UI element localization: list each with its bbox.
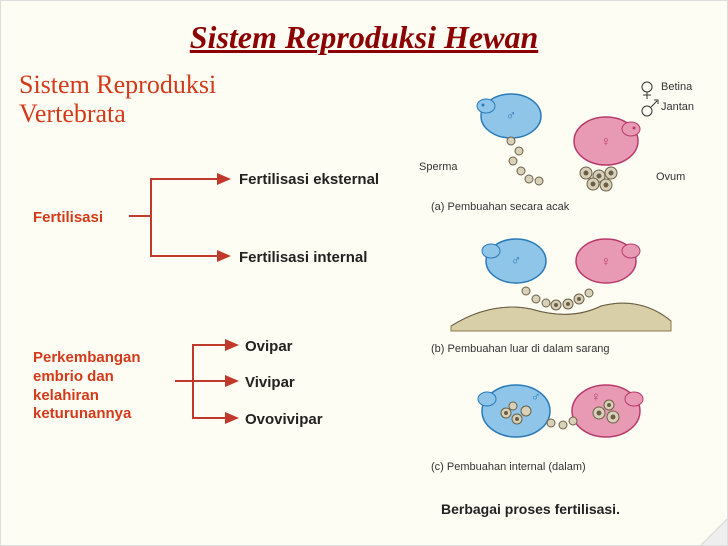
label-sperma: Sperma: [419, 161, 458, 173]
tree1-branch2: Fertilisasi internal: [239, 249, 367, 266]
svg-text:♂: ♂: [511, 254, 522, 269]
tree2-branch1: Ovipar: [245, 338, 293, 355]
svg-text:♂: ♂: [531, 389, 541, 404]
subtitle: Sistem Reproduksi Vertebrata: [19, 71, 216, 128]
tree1-root: Fertilisasi: [33, 209, 103, 226]
panel-b: ♂ ♀: [451, 239, 671, 331]
legend-male: Jantan: [661, 101, 694, 113]
caption-b: (b) Pembuahan luar di dalam sarang: [431, 343, 610, 355]
tree2-branch2: Vivipar: [245, 374, 295, 391]
caption-a: (a) Pembuahan secara acak: [431, 201, 569, 213]
panel-a: ♂ ♀: [477, 94, 640, 191]
figure-caption: Berbagai proses fertilisasi.: [441, 501, 620, 517]
tree2-branch3: Ovovivipar: [245, 411, 323, 428]
svg-text:♀: ♀: [601, 135, 612, 150]
svg-text:♀: ♀: [591, 389, 601, 404]
legend-female: Betina: [661, 81, 692, 93]
tree1-arrows: [121, 161, 241, 271]
panel-c: ♂ ♀: [478, 385, 643, 437]
fertilization-figure: ♂ ♀ ♂ ♀: [421, 71, 711, 491]
svg-text:♀: ♀: [601, 255, 612, 270]
caption-c: (c) Pembuahan internal (dalam): [431, 461, 586, 473]
tree1-branch1: Fertilisasi eksternal: [239, 171, 379, 188]
svg-text:♂: ♂: [506, 109, 517, 124]
legend: [642, 82, 658, 116]
page-title: Sistem Reproduksi Hewan: [1, 1, 727, 56]
subtitle-line2: Vertebrata: [19, 99, 126, 128]
corner-fold-icon: [701, 519, 727, 545]
tree2-arrows: [171, 329, 251, 429]
label-ovum: Ovum: [656, 171, 685, 183]
tree2-root: Perkembangan embrio dan kelahiran keturu…: [33, 349, 173, 424]
subtitle-line1: Sistem Reproduksi: [19, 70, 216, 99]
